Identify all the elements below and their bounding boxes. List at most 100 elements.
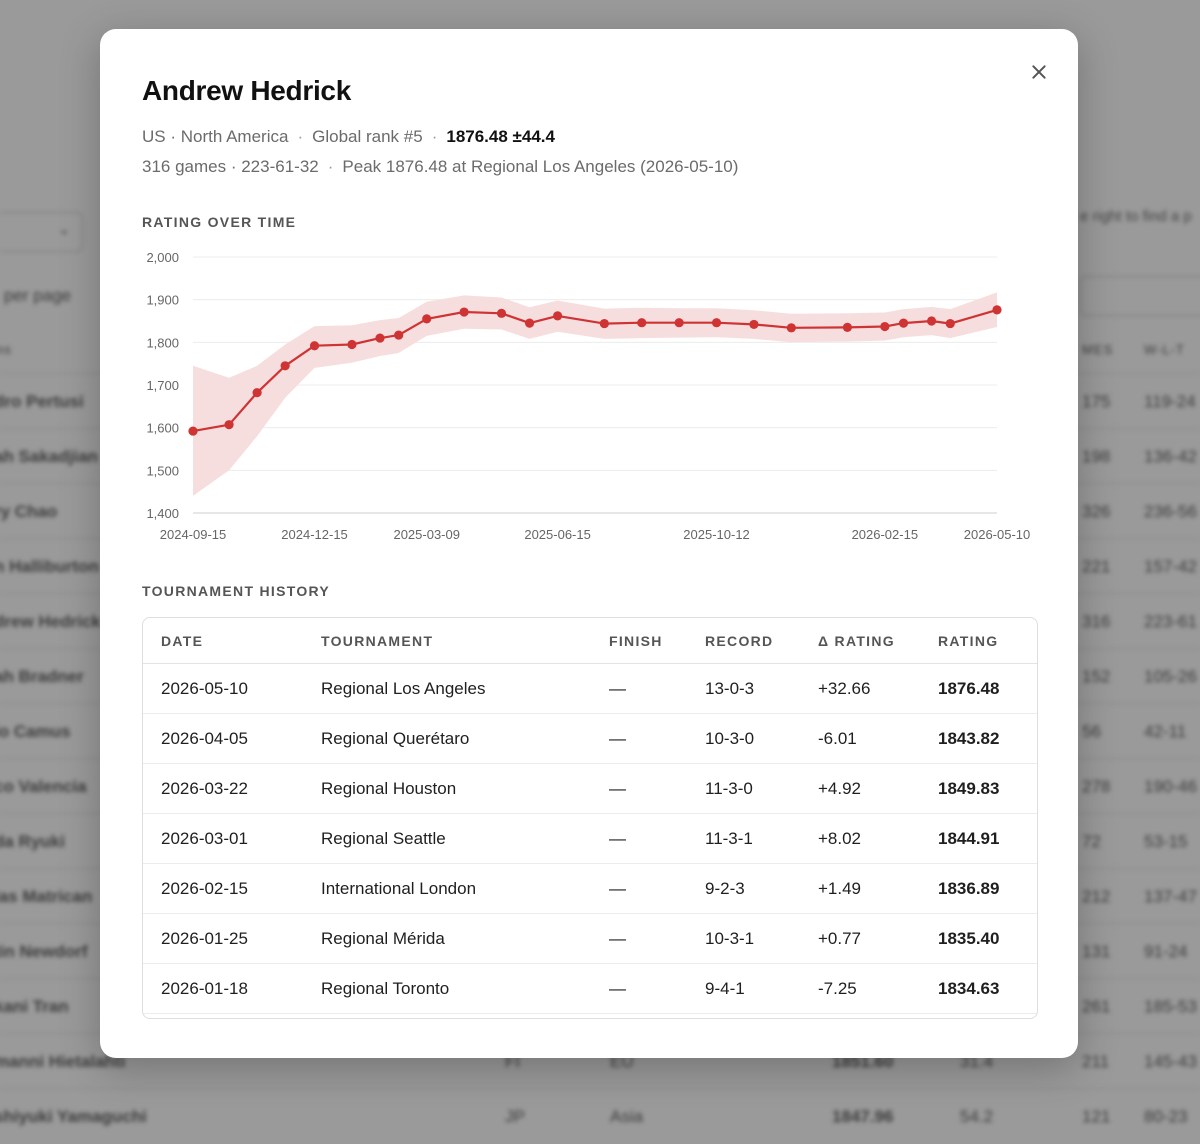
x-tick-label: 2026-02-15 <box>852 527 919 542</box>
player-games: 316 games · 223-61-32 <box>142 157 319 176</box>
background-cell-wlt: 119-24 <box>1144 392 1196 411</box>
rating-point <box>496 308 507 318</box>
background-cell-wlt: 236-56 <box>1144 502 1197 521</box>
background-cell-name: co Valencia <box>0 777 87 796</box>
confidence-band <box>193 292 997 496</box>
background-cell-games: 131 <box>1082 942 1111 961</box>
background-cell-name: kani Tran <box>0 997 69 1016</box>
x-tick-label: 2026-05-10 <box>964 527 1031 542</box>
y-tick-label: 1,700 <box>146 378 179 393</box>
rating-point <box>375 333 385 343</box>
separator: · <box>297 127 304 146</box>
history-cell-tournament: International London <box>321 863 609 914</box>
history-cell-delta: -7.25 <box>818 963 938 1014</box>
y-tick-label: 1,400 <box>146 506 179 521</box>
history-cell-delta: +32.66 <box>818 663 938 714</box>
x-tick-label: 2025-10-12 <box>683 527 750 542</box>
history-cell-record: 11-3-0 <box>705 763 818 814</box>
rating-point <box>898 318 909 328</box>
history-table: DATE TOURNAMENT FINISH RECORD Δ RATING R… <box>142 617 1038 1019</box>
rating-point <box>926 316 937 326</box>
y-tick-label: 1,600 <box>146 421 179 436</box>
history-cell-delta: +0.77 <box>818 913 938 964</box>
history-cell-date: 2026-03-01 <box>143 813 321 864</box>
history-cell-record: 10-3-1 <box>705 913 818 964</box>
x-tick-label: 2025-06-15 <box>524 527 591 542</box>
background-filter <box>1080 276 1200 316</box>
background-cell-wlt: 136-42 <box>1144 447 1197 466</box>
rating-point <box>524 318 535 328</box>
background-cell-wlt: 190-46 <box>1144 777 1197 796</box>
history-cell-date: 2026-01-18 <box>143 963 321 1014</box>
history-cell-rating: 1834.63 <box>938 963 1037 1014</box>
rating-chart: 2,000 1,900 1,800 1,700 1,600 1,500 1,400 2024-… <box>146 250 1031 542</box>
background-cell-wlt: 137-47 <box>1144 887 1197 906</box>
background-cell-name: n Halliburton <box>0 557 99 576</box>
player-detail-modal: Andrew Hedrick US · North America · Global… <box>100 29 1078 1058</box>
history-section-title: TOURNAMENT HISTORY <box>142 583 331 599</box>
rating-point <box>459 307 469 317</box>
rating-point <box>992 305 1002 315</box>
background-cell-name: dro Pertusi <box>0 392 84 411</box>
header-delta-rating: Δ RATING <box>818 618 938 664</box>
history-cell-rating: 1843.82 <box>938 713 1037 764</box>
background-hint: e right to find a p <box>1080 208 1192 225</box>
rating-point <box>280 361 290 371</box>
background-per-page: per page <box>4 286 72 305</box>
history-cell-record: 13-0-3 <box>705 663 818 714</box>
background-cell-name: da Ryuki <box>0 832 65 851</box>
background-cell-games: 261 <box>1082 997 1111 1016</box>
y-tick-label: 1,500 <box>146 463 179 478</box>
rating-point <box>599 318 609 329</box>
background-col-games: MES <box>1082 342 1114 357</box>
history-cell-finish: — <box>609 963 705 1014</box>
background-cell-games: 212 <box>1082 887 1111 906</box>
background-table-header: ns MES W-L-T <box>0 334 1200 364</box>
history-cell-finish: — <box>609 763 705 814</box>
header-finish: FINISH <box>609 618 705 664</box>
history-row: 2026-01-25 Regional Mérida —10-3-1 +0.77 183… <box>143 913 1037 964</box>
player-global-rank: Global rank #5 <box>312 127 423 146</box>
header-rating: RATING <box>938 618 1037 664</box>
history-cell-delta: +8.02 <box>818 813 938 864</box>
history-cell-finish: — <box>609 813 705 864</box>
history-cell-date: 2026-03-22 <box>143 763 321 814</box>
player-stats: 316 games · 223-61-32 · Peak 1876.48 at Re… <box>142 157 738 177</box>
history-row: 2026-03-01 Regional Seattle —11-3-1 +8.02 18… <box>143 813 1037 864</box>
chevron-down-icon: ⌄ <box>58 221 70 237</box>
background-cell-region: Asia <box>610 1107 644 1126</box>
background-cell-games: 198 <box>1082 447 1111 466</box>
background-cell-name: lo Camus <box>0 722 71 741</box>
history-cell-rating: 1844.91 <box>938 813 1037 864</box>
history-cell-rating: 1876.48 <box>938 663 1037 714</box>
background-cell-name: manni Hietalahti <box>0 1052 126 1071</box>
rating-point <box>880 321 890 332</box>
y-tick-label: 1,900 <box>146 293 179 308</box>
x-tick-label: 2025-03-09 <box>393 527 460 542</box>
history-cell-date: 2026-04-05 <box>143 713 321 764</box>
background-cell-wlt: 105-26 <box>1144 667 1197 686</box>
separator: · <box>327 157 334 176</box>
history-cell-date: 2026-01-25 <box>143 913 321 964</box>
header-tournament: TOURNAMENT <box>321 618 609 664</box>
history-cell-rating: 1849.83 <box>938 763 1037 814</box>
rating-point <box>553 311 563 321</box>
separator: · <box>431 127 438 146</box>
history-row: 2026-01-18 Regional Toronto —9-4-1 -7.25 183… <box>143 963 1037 1014</box>
history-header-row: DATE TOURNAMENT FINISH RECORD Δ RATING R… <box>143 618 1037 664</box>
background-row: shiyuki Yamaguchi JP Asia 1847.96 54.2 121 80-… <box>0 1088 1200 1144</box>
history-cell-tournament: Regional Seattle <box>321 813 609 864</box>
y-tick-label: 1,800 <box>146 335 179 350</box>
background-cell-wlt: 80-23 <box>1144 1107 1188 1126</box>
background-cell-games: 56 <box>1082 722 1101 741</box>
rating-point <box>749 319 759 330</box>
background-cell-country: JP <box>505 1107 525 1126</box>
background-cell-games: 278 <box>1082 777 1111 796</box>
history-cell-record: 10-3-0 <box>705 713 818 764</box>
background-cell-name: ry Chao <box>0 502 58 521</box>
header-date: DATE <box>143 618 321 664</box>
rating-point <box>674 318 684 328</box>
rating-point <box>347 339 357 350</box>
history-cell-date: 2026-02-15 <box>143 863 321 914</box>
background-cell-wlt: 223-61 <box>1144 612 1197 631</box>
